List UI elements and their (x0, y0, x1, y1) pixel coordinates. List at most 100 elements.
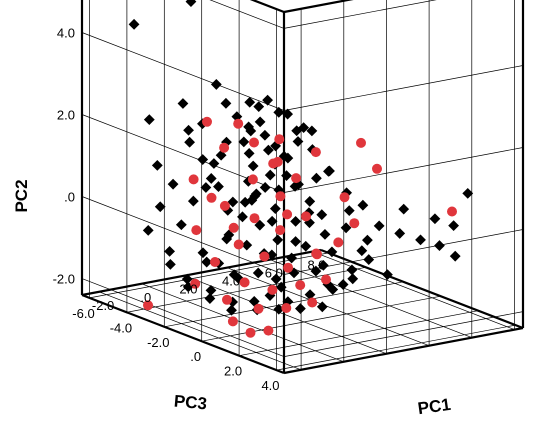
data-point-diamond (167, 178, 179, 190)
tick-labels: -2.0 .0 2.0 4.0 6.0 -6.0 -4.0 -2.0 .0 2.0 4.0 -2.0.… (53, 26, 326, 394)
width-tick-label: 2.0 (179, 282, 197, 297)
data-point-circle (206, 192, 217, 203)
data-point-diamond (259, 129, 271, 141)
data-point-diamond (326, 246, 338, 258)
data-point-diamond (227, 196, 239, 208)
data-point-circle (210, 257, 220, 267)
data-point-diamond (177, 98, 189, 109)
data-point-circle (307, 297, 318, 308)
data-point-diamond (215, 149, 227, 161)
grid-line (98, 291, 302, 371)
data-point-diamond (197, 154, 209, 165)
data-point-circle (349, 218, 360, 229)
data-point-diamond (362, 234, 373, 246)
data-point-diamond (238, 136, 250, 148)
data-point-diamond (275, 281, 287, 293)
data-point-circle (228, 222, 239, 233)
data-point-circle (310, 147, 321, 158)
data-point-circle (372, 163, 382, 174)
data-point-diamond (151, 159, 163, 171)
grid-line (201, 295, 441, 342)
data-point-diamond (272, 234, 284, 246)
data-point-circle (219, 200, 230, 211)
data-point-diamond (449, 250, 461, 262)
grid-line (283, 311, 524, 357)
data-point-circle (321, 274, 331, 285)
data-point-diamond (185, 0, 197, 7)
data-point-diamond (221, 233, 233, 245)
grid-line (209, 0, 285, 29)
data-point-circle (233, 239, 244, 250)
data-point-circle (233, 118, 244, 129)
data-point-circle (202, 116, 212, 127)
grid-line (276, 324, 516, 371)
y-tick-label: .0 (64, 190, 75, 205)
data-point-circle (301, 211, 311, 222)
grid-line (283, 147, 524, 193)
data-point-circle (249, 137, 259, 148)
data-point-circle (275, 191, 286, 202)
width-axis-title: PC1 (417, 395, 452, 418)
width-tick-label: 6.0 (265, 266, 283, 281)
data-point-diamond (262, 94, 273, 106)
data-point-diamond (266, 215, 278, 227)
y-tick-label: 2.0 (57, 108, 75, 123)
data-point-diamond (434, 240, 445, 251)
data-point-diamond (398, 203, 410, 215)
data-point-diamond (205, 173, 217, 184)
data-point-diamond (304, 196, 316, 207)
data-point-diamond (290, 215, 302, 227)
depth-tick-label: -2.0 (147, 335, 169, 350)
data-point-diamond (128, 18, 140, 30)
grid-line (141, 283, 344, 363)
data-point-diamond (278, 150, 290, 162)
data-point-diamond (346, 264, 358, 276)
data-point-diamond (270, 273, 282, 285)
depth-tick-label: -4.0 (110, 320, 132, 335)
data-point-circle (222, 294, 232, 305)
data-point-circle (190, 278, 201, 289)
data-point-diamond (290, 236, 301, 247)
data-point-diamond (241, 239, 253, 251)
data-point-circle (263, 325, 274, 336)
data-point-diamond (184, 136, 196, 148)
data-point-diamond (295, 303, 306, 314)
data-point-circle (219, 142, 230, 153)
data-point-diamond (415, 234, 426, 246)
frame-edge (81, 248, 322, 297)
data-point-diamond (245, 125, 257, 137)
data-point-diamond (286, 252, 298, 264)
data-point-diamond (221, 136, 232, 148)
data-point-diamond (142, 224, 154, 236)
data-point-diamond (226, 304, 237, 316)
data-point-circle (274, 134, 285, 145)
data-point-diamond (319, 229, 331, 240)
width-tick-label: 4.0 (222, 274, 240, 289)
data-point-circle (447, 206, 457, 217)
data-point-diamond (337, 279, 349, 290)
frame-layer (80, 0, 525, 375)
points-layer (128, 0, 474, 338)
data-point-diamond (363, 254, 375, 265)
data-point-diamond (200, 182, 212, 193)
data-point-diamond (327, 284, 339, 295)
data-point-circle (312, 249, 322, 260)
data-point-circle (259, 251, 270, 262)
data-point-diamond (394, 228, 406, 239)
frame-edge (320, 248, 524, 330)
data-point-circle (188, 174, 199, 185)
data-point-diamond (249, 190, 261, 202)
data-point-circle (356, 137, 366, 148)
depth-tick-label: 2.0 (224, 364, 242, 379)
data-point-circle (333, 237, 344, 248)
data-point-diamond (356, 245, 368, 257)
grid-line (283, 65, 524, 111)
data-point-diamond (270, 140, 282, 152)
data-point-circle (247, 174, 258, 185)
grid-line (81, 196, 285, 275)
data-point-diamond (264, 169, 276, 181)
data-point-diamond (292, 136, 304, 147)
data-point-diamond (175, 219, 187, 231)
grid-line (184, 275, 387, 355)
data-point-diamond (340, 222, 352, 234)
